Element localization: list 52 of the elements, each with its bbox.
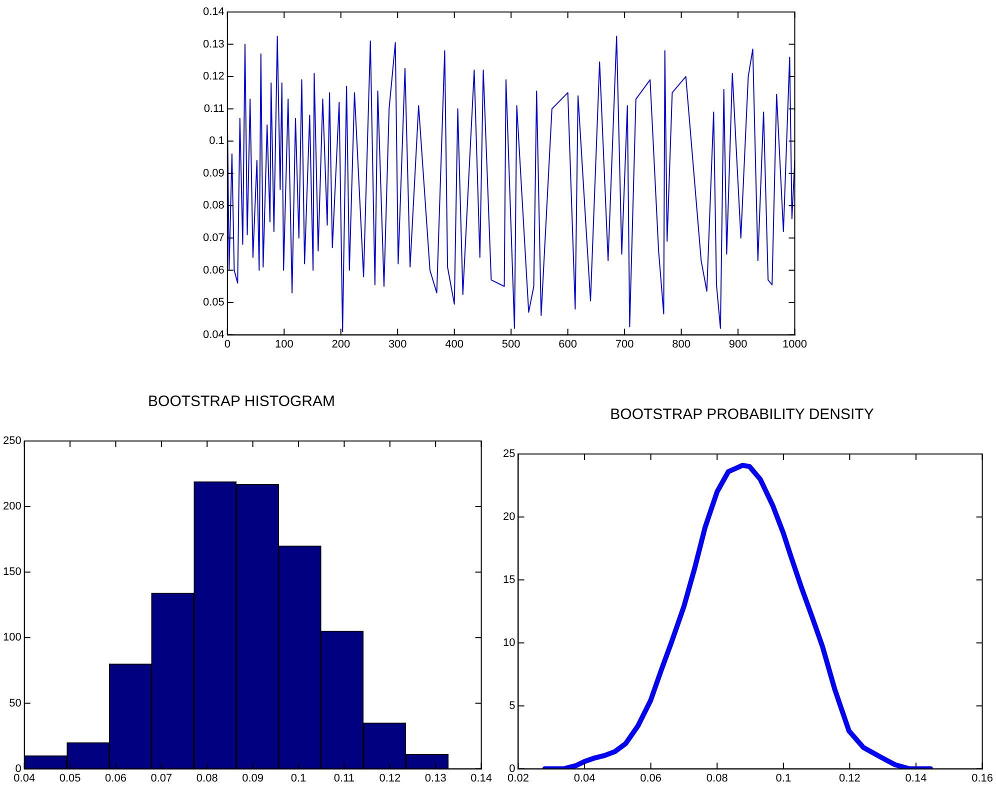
x-tick-label: 400 — [445, 338, 464, 350]
y-tick-label: 0.06 — [202, 264, 224, 276]
x-tick-label: 0.09 — [242, 772, 264, 784]
y-tick-label: 0.11 — [204, 102, 224, 115]
y-tick-label: 0.07 — [202, 232, 224, 244]
y-tick-label: 0.08 — [202, 200, 224, 212]
x-tick-label: 0.06 — [640, 772, 662, 784]
y-tick-label: 0.12 — [202, 70, 224, 83]
x-tick-label: 500 — [502, 338, 520, 350]
y-tick-label: 50 — [9, 697, 22, 710]
y-tick-label: 0 — [15, 762, 22, 775]
chart-title: BOOTSTRAP HISTOGRAM — [148, 393, 335, 410]
x-tick-label: 0.14 — [470, 772, 492, 784]
x-tick-label: 0.12 — [379, 772, 401, 784]
y-tick-label: 0.09 — [202, 167, 224, 180]
y-tick-label: 15 — [502, 574, 516, 586]
y-tick-label: 100 — [2, 632, 22, 644]
y-tick-label: 0.14 — [202, 6, 224, 18]
x-tick-label: 0.11 — [334, 772, 355, 784]
x-tick-label: 0.02 — [508, 772, 529, 784]
y-tick-label: 250 — [2, 435, 22, 448]
x-tick-label: 0.08 — [706, 772, 728, 784]
y-tick-label: 0.13 — [202, 38, 224, 50]
y-tick-label: 25 — [502, 448, 516, 460]
x-tick-label: 100 — [274, 338, 294, 350]
x-tick-label: 0.1 — [290, 772, 306, 784]
chart-title: BOOTSTRAP PROBABILITY DENSITY — [610, 406, 874, 424]
x-tick-label: 0.14 — [905, 772, 927, 784]
x-tick-label: 700 — [615, 338, 634, 350]
x-tick-label: 0.1 — [776, 772, 792, 784]
y-tick-label: 200 — [2, 500, 22, 513]
y-tick-label: 5 — [509, 700, 516, 712]
x-tick-label: 0.05 — [59, 772, 81, 784]
x-tick-label: 900 — [728, 338, 748, 350]
y-tick-label: 0.1 — [209, 135, 224, 148]
x-tick-label: 0.04 — [574, 772, 596, 784]
x-tick-label: 0.07 — [150, 772, 172, 784]
y-tick-label: 20 — [502, 510, 516, 523]
x-tick-label: 0.13 — [424, 772, 446, 784]
x-tick-label: 0.16 — [972, 772, 994, 784]
y-tick-label: 0.05 — [202, 296, 224, 309]
x-tick-label: 0.06 — [105, 772, 126, 784]
y-tick-label: 10 — [502, 636, 516, 649]
y-tick-label: 150 — [2, 566, 22, 578]
x-tick-label: 0.12 — [838, 772, 860, 784]
x-tick-label: 1000 — [782, 338, 808, 350]
y-tick-label: 0 — [509, 762, 516, 775]
x-tick-label: 800 — [672, 338, 690, 350]
x-tick-label: 200 — [332, 338, 350, 350]
x-tick-label: 300 — [388, 338, 407, 350]
x-tick-label: 600 — [558, 338, 577, 350]
y-tick-label: 0.04 — [202, 328, 224, 341]
